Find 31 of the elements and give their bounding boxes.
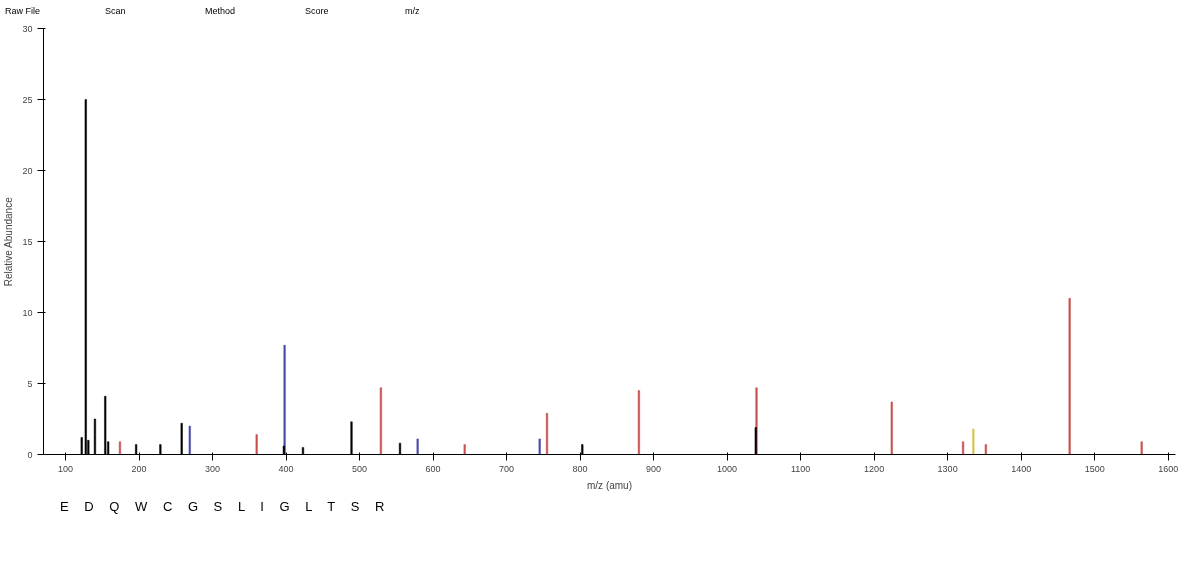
x-axis-title: m/z (amu) [587,479,632,491]
x-tick-label: 700 [499,463,515,474]
x-tick-label: 400 [278,463,294,474]
x-tick-label: 100 [58,463,74,474]
text: E D Q W C G S L I G L T S R [60,497,391,516]
text: Method [205,5,236,18]
y-tick-label: 5 [27,378,33,389]
text: Score [305,5,329,18]
x-tick-label: 500 [352,463,368,474]
y-axis-title: Relative Abundance [3,196,15,287]
y-tick-label: 25 [22,94,33,105]
x-tick-label: 1200 [864,463,885,474]
x-tick-label: 1600 [1158,463,1179,474]
x-tick-label: 1300 [937,463,958,474]
x-tick-label: 800 [572,463,588,474]
text: m/z [405,5,420,18]
x-tick-label: 200 [131,463,147,474]
x-tick-label: 300 [205,463,221,474]
text: Scan [105,5,126,18]
x-tick-label: 600 [425,463,441,474]
x-tick-label: 900 [646,463,662,474]
x-tick-label: 1500 [1084,463,1105,474]
x-tick-label: 1000 [717,463,738,474]
x-tick-label: 1100 [790,463,811,474]
y-tick-label: 30 [22,23,33,34]
y-tick-label: 15 [22,236,33,247]
y-tick-label: 20 [22,165,33,176]
text: Raw File [5,5,41,18]
x-tick-label: 1400 [1011,463,1032,474]
y-tick-label: 10 [22,307,33,318]
y-tick-label: 0 [27,449,33,460]
